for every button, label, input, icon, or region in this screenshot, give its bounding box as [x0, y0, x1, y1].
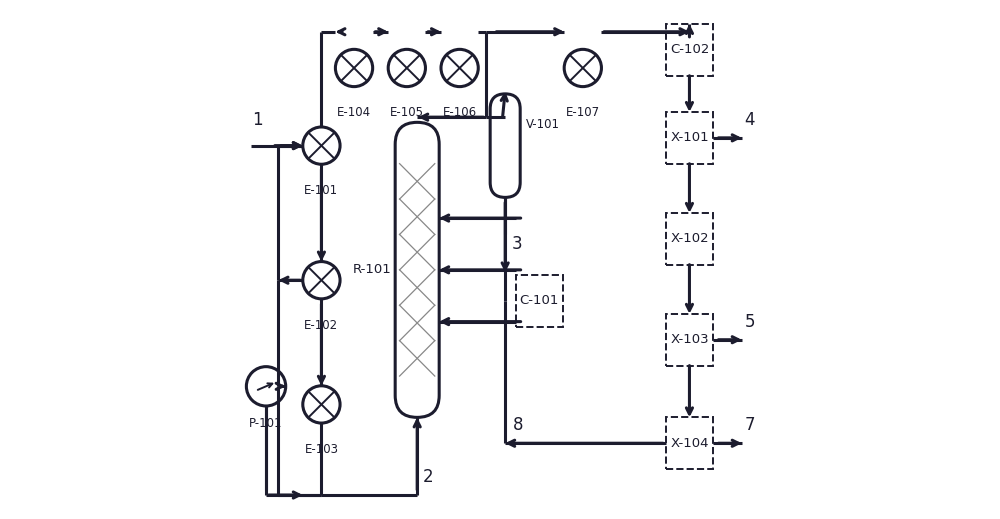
Text: 8: 8 — [513, 416, 523, 434]
Text: X-101: X-101 — [670, 131, 709, 144]
Text: E-106: E-106 — [443, 106, 477, 119]
Text: P-101: P-101 — [249, 417, 283, 430]
Text: 5: 5 — [744, 313, 755, 331]
Text: X-104: X-104 — [670, 437, 709, 450]
Text: 7: 7 — [744, 416, 755, 434]
Text: C-102: C-102 — [670, 44, 709, 57]
Text: 2: 2 — [422, 468, 433, 486]
Text: 3: 3 — [511, 235, 522, 253]
Text: V-101: V-101 — [526, 118, 560, 131]
Text: E-102: E-102 — [304, 319, 338, 332]
Text: E-101: E-101 — [304, 184, 338, 197]
Text: 1: 1 — [253, 111, 263, 129]
Text: X-102: X-102 — [670, 233, 709, 245]
Text: R-101: R-101 — [352, 263, 391, 276]
Text: E-107: E-107 — [566, 106, 600, 119]
Text: X-103: X-103 — [670, 333, 709, 346]
Text: E-105: E-105 — [390, 106, 424, 119]
Text: C-101: C-101 — [520, 294, 559, 307]
Text: E-103: E-103 — [304, 443, 338, 456]
Text: E-104: E-104 — [337, 106, 371, 119]
Text: 4: 4 — [744, 111, 755, 129]
